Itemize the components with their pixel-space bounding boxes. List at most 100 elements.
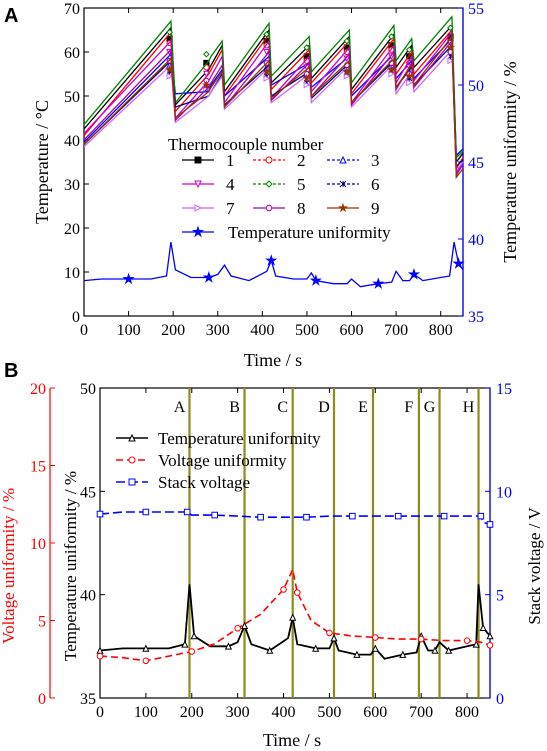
- panel-b-series-0-marker: [190, 632, 198, 640]
- panel-b-series-2-marker: [440, 512, 448, 520]
- panel-b-x-tick-label: 700: [409, 704, 433, 721]
- panel-a-x-tick-label: 700: [384, 322, 408, 339]
- panel-b-phase-label-G: G: [424, 399, 436, 416]
- panel-a-series-9-marker: [342, 67, 352, 76]
- panel-b-y2-tick-label: 10: [496, 484, 512, 501]
- panel-a-y2-tick-label: 40: [468, 232, 484, 249]
- panel-b-series-2-marker: [257, 513, 264, 521]
- panel-b-series-0-marker: [472, 640, 480, 648]
- panel-b-series-0-marker: [181, 640, 189, 648]
- panel-b-letter: B: [4, 360, 18, 382]
- panel-a-series-7-marker: [447, 57, 455, 65]
- panel-a-letter: A: [4, 5, 18, 27]
- panel-a-uniformity-marker: [122, 272, 135, 285]
- panel-b-legend-marker-0: [128, 433, 136, 442]
- panel-a-legend-marker-7: [194, 204, 203, 212]
- panel-a-uniformity-marker: [202, 271, 215, 283]
- panel-a-legend-marker-8: [265, 204, 273, 212]
- panel-b-voltage-uniformity-axis-label: Voltage uniformity / %: [0, 488, 18, 644]
- panel-b-legend-label-2: Stack voltage: [158, 473, 250, 492]
- panel-b-series-2-marker: [349, 512, 356, 520]
- panel-b-series-1-marker: [188, 648, 196, 655]
- panel-a-series-7-marker: [343, 72, 351, 80]
- panel-a-series-5-marker: [405, 46, 413, 54]
- panel-a-x-tick-label: 800: [429, 322, 453, 339]
- panel-b-x-axis-label: Time / s: [263, 730, 321, 750]
- panel-a-legend-marker-9: [338, 202, 348, 213]
- panel-a-legend-title: Thermocouple number: [168, 135, 324, 154]
- panel-a-y-tick-label: 30: [64, 177, 80, 194]
- panel-a-legend-label-3: 3: [371, 151, 380, 170]
- panel-b-series-0-marker: [142, 644, 150, 652]
- panel-b-series-1-marker: [326, 629, 333, 637]
- panel-b-legend-marker-1: [128, 456, 136, 464]
- panel-a-series-4-marker: [263, 48, 270, 56]
- panel-a-x-tick-label: 600: [340, 322, 364, 339]
- panel-a-y-tick-label: 0: [72, 309, 80, 326]
- panel-a-axes: 0 100 200 300 400 500 600 700 800 0 10 20 30 40 50 60 70…: [64, 1, 484, 339]
- panel-a-legend-label-8: 8: [297, 199, 306, 218]
- panel-a-series-7-marker: [263, 74, 271, 82]
- panel-a-legend-marker-2: [265, 156, 273, 164]
- panel-b-series-0-marker: [289, 613, 297, 621]
- panel-b-inner-y-tick-label: 50: [80, 381, 96, 398]
- panel-b-outer-y-tick-label: 20: [30, 381, 46, 398]
- panel-b-phase-label-B: B: [229, 399, 240, 416]
- panel-a-legend-label-5: 5: [297, 175, 306, 194]
- panel-a-series-9-marker: [445, 42, 456, 52]
- panel-b-series-0-marker: [486, 632, 494, 640]
- panel-a-legend-marker-1: [194, 156, 202, 164]
- panel-a-x-axis-label: Time / s: [244, 350, 302, 370]
- panel-b-x-tick-label: 600: [363, 704, 387, 721]
- panel-a-y2-tick-label: 50: [468, 78, 484, 95]
- panel-b-series-1-marker: [486, 642, 494, 649]
- panel-b-series-0-marker: [445, 646, 453, 654]
- panel-b-series-0-marker: [479, 623, 487, 632]
- panel-b-legend-marker-2: [128, 478, 136, 486]
- panel-b-series-1-marker: [280, 586, 287, 593]
- panel-b-phase-label-A: A: [174, 399, 186, 416]
- panel-b-series-0-marker: [266, 646, 274, 654]
- panel-b-series-2-marker: [183, 508, 191, 516]
- panel-a-x-tick-label: 300: [206, 322, 230, 339]
- panel-a-series-5-line: [83, 15, 464, 160]
- panel-a-x-tick-label: 0: [80, 322, 88, 339]
- panel-a-uniformity-marker: [309, 274, 322, 286]
- panel-a-series-5-marker: [388, 33, 395, 40]
- panel-b-temperature-uniformity-axis-label: Temperature uniformity / %: [61, 471, 80, 661]
- panel-b-inner-y-tick-label: 35: [80, 691, 96, 708]
- panel-b-inner-y-tick-label: 40: [80, 588, 96, 605]
- panel-b-series-0-marker: [312, 644, 320, 652]
- panel-a-legend-marker-4: [194, 180, 202, 189]
- panel-a-series-9-marker: [165, 64, 175, 74]
- panel-a-legend-label-9: 9: [371, 199, 380, 218]
- panel-a-series-5-marker: [203, 50, 210, 58]
- panel-a-legend-label-7: 7: [226, 199, 235, 218]
- panel-b-phase-label-F: F: [404, 399, 413, 416]
- panel-a-legend-marker-5: [265, 180, 273, 188]
- panel-b-series-0-marker: [431, 646, 439, 654]
- panel-a-series-9-marker: [404, 71, 414, 81]
- panel-b-series: [96, 508, 494, 665]
- panel-b-axes: 0 100 200 300 400 500 600 700 800354045500510152…: [30, 381, 512, 721]
- panel-a-legend-label-1: 1: [226, 151, 235, 170]
- panel-b-series-0-marker: [240, 621, 249, 629]
- panel-b-series-0-marker: [353, 650, 361, 658]
- panel-b-y2-tick-label: 0: [496, 691, 504, 708]
- panel-a-series-8-line: [83, 39, 464, 178]
- panel-b-x-tick-label: 400: [272, 704, 296, 721]
- panel-b-x-tick-label: 500: [317, 704, 341, 721]
- panel-b-outer-y-tick-label: 15: [30, 459, 46, 476]
- panel-a-series-7-marker: [303, 81, 311, 89]
- panel-b-series-2-line: [99, 511, 491, 526]
- panel-a-uniformity-marker: [407, 267, 421, 280]
- panel-b-series-2-marker: [486, 521, 494, 528]
- panel-a-series-9-marker: [262, 67, 272, 76]
- panel-a-legend-marker-uniformity: [191, 225, 205, 238]
- panel-b-series-2-marker: [96, 510, 104, 518]
- panel-a: A 0 100 200 300 400 500 600 700 800 0 10 20 30 40 50 60…: [4, 1, 520, 370]
- panel-a-series-4-marker: [202, 70, 210, 78]
- panel-a-x-tick-label: 100: [117, 322, 141, 339]
- panel-b-x-tick-label: 200: [180, 704, 204, 721]
- panel-a-y2-tick-label: 35: [468, 309, 484, 326]
